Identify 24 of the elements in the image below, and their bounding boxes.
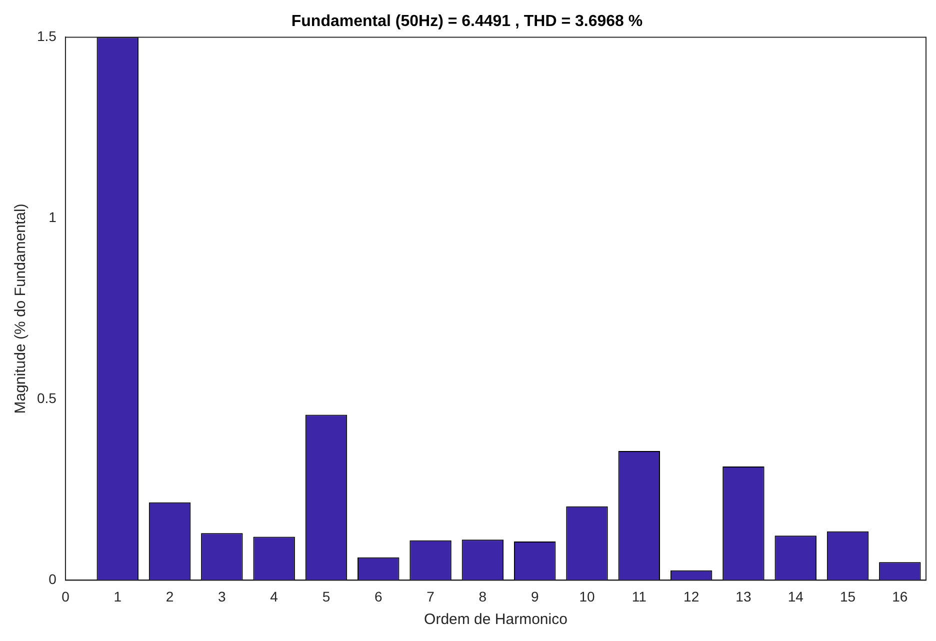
x-tick-label: 15 <box>840 588 856 604</box>
x-tick-label: 16 <box>892 588 908 604</box>
x-tick-label: 9 <box>530 588 539 604</box>
x-tick-label: 0 <box>62 588 70 604</box>
x-tick-label: 7 <box>426 588 435 604</box>
x-tick-label: 6 <box>374 588 382 604</box>
x-tick-label: 4 <box>270 588 278 604</box>
y-tick-label: 1.5 <box>36 28 57 44</box>
x-tick-label: 12 <box>684 588 700 604</box>
chart-title: Fundamental (50Hz) = 6.4491 , THD = 3.6968 % <box>291 13 643 30</box>
x-tick-label: 8 <box>478 588 487 604</box>
x-axis-title: Ordem de Harmonico <box>424 611 568 628</box>
x-tick-label: 11 <box>632 588 647 604</box>
y-tick-label: 1 <box>48 209 57 226</box>
y-tick-label: 0 <box>48 571 57 588</box>
x-tick-label: 10 <box>579 588 595 604</box>
y-tick-label: 0.5 <box>36 390 57 406</box>
x-tick-label: 14 <box>788 588 804 604</box>
x-tick-label: 1 <box>114 588 122 604</box>
x-tick-label: 2 <box>166 588 174 604</box>
y-axis-title: Magnitude (% do Fundamental) <box>12 204 30 414</box>
x-tick-label: 3 <box>218 588 226 604</box>
x-tick-label: 5 <box>322 588 330 604</box>
x-tick-label: 13 <box>736 588 752 604</box>
